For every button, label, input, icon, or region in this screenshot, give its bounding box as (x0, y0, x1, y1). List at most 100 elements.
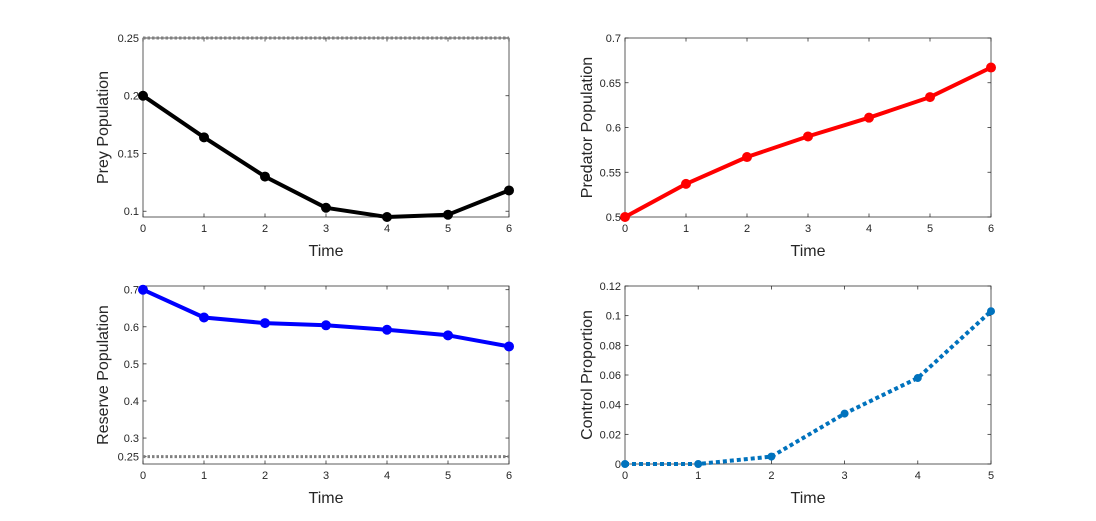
x-tick-label: 4 (866, 223, 872, 235)
data-point-predator (864, 112, 874, 123)
y-tick-label: 0.12 (600, 281, 621, 293)
x-tick-label: 6 (506, 470, 512, 482)
data-point-control (913, 373, 922, 382)
data-point-reserve (504, 341, 514, 352)
x-tick-label: 0 (622, 223, 628, 235)
x-tick-label: 0 (140, 223, 146, 235)
y-tick-label: 0.02 (600, 429, 621, 441)
x-tick-label: 4 (384, 470, 390, 482)
x-axis-label: Time (309, 490, 344, 507)
data-point-prey (260, 171, 270, 182)
x-tick-label: 0 (140, 470, 146, 482)
data-point-predator (925, 92, 935, 103)
x-tick-label: 1 (201, 470, 207, 482)
series-line-control (625, 309, 993, 466)
y-tick-label: 0.65 (600, 78, 621, 90)
data-point-reserve (260, 318, 270, 329)
tick-labels: 0 1 2 3 4 5 6 0.25 0.3 0.4 0.5 0.6 0.7 (118, 285, 512, 482)
x-tick-label: 2 (262, 223, 268, 235)
subplot-predator-population: 0 1 2 3 4 5 6 0.5 0.55 0.6 0.65 0.7 Time Predator P… (579, 33, 996, 260)
data-point-reserve (443, 330, 453, 341)
data-point-predator (620, 212, 630, 222)
x-tick-label: 5 (988, 470, 994, 482)
x-tick-label: 0 (622, 470, 628, 482)
data-point-control (840, 409, 849, 418)
data-point-reserve (138, 284, 148, 295)
data-point-prey (199, 132, 209, 143)
y-tick-label: 0.3 (124, 433, 139, 445)
y-tick-label: 0.06 (600, 370, 621, 382)
x-axis-label: Time (791, 243, 826, 260)
data-point-predator (803, 131, 813, 142)
y-axis-label: Predator Population (579, 57, 596, 198)
y-tick-label: 0.04 (600, 400, 621, 412)
x-tick-label: 2 (744, 223, 750, 235)
tick-labels: 0 1 2 3 4 5 0 0.02 0.04 0.06 0.08 0.1 0.12 (600, 281, 994, 482)
data-point-control (694, 460, 703, 468)
data-point-predator (681, 178, 691, 189)
x-tick-label: 5 (445, 223, 451, 235)
y-tick-label: 0.2 (124, 91, 139, 103)
y-tick-label: 0.6 (606, 123, 621, 135)
data-point-reserve (321, 320, 331, 331)
x-tick-label: 1 (695, 470, 701, 482)
x-tick-label: 5 (445, 470, 451, 482)
data-point-reserve (382, 324, 392, 335)
series-layer (620, 62, 996, 222)
y-axis-label: Reserve Population (95, 305, 112, 445)
x-tick-label: 1 (683, 223, 689, 235)
data-point-control (767, 452, 776, 461)
y-tick-label: 0 (615, 459, 621, 471)
x-axis-label: Time (791, 490, 826, 507)
data-point-control (621, 460, 629, 468)
data-point-control (987, 307, 995, 316)
y-tick-label: 0.5 (606, 212, 621, 224)
x-tick-label: 5 (927, 223, 933, 235)
y-tick-label: 0.7 (124, 285, 139, 297)
x-axis-label: Time (309, 243, 344, 260)
data-point-predator (986, 62, 996, 73)
y-tick-label: 0.5 (124, 359, 139, 371)
y-tick-label: 0.55 (600, 167, 621, 179)
data-point-prey (138, 90, 148, 101)
x-tick-label: 3 (805, 223, 811, 235)
tick-marks (142, 286, 510, 464)
x-tick-label: 4 (915, 470, 921, 482)
series-layer (621, 307, 995, 468)
x-tick-label: 6 (988, 223, 994, 235)
y-tick-label: 0.1 (124, 206, 139, 218)
series-layer (138, 284, 514, 352)
y-tick-label: 0.1 (606, 311, 621, 323)
data-point-prey (382, 212, 392, 222)
x-tick-label: 1 (201, 223, 207, 235)
subplot-control-proportion: 0 1 2 3 4 5 0 0.02 0.04 0.06 0.08 0.1 0.12 Time Cont… (579, 281, 995, 507)
data-point-predator (742, 152, 752, 163)
subplot-prey-population: 0 1 2 3 4 5 6 0.1 0.15 0.2 0.25 Time Prey Populati… (95, 33, 514, 260)
data-point-prey (443, 209, 453, 220)
y-axis-label: Control Proportion (579, 310, 596, 440)
subplot-reserve-population: 0 1 2 3 4 5 6 0.25 0.3 0.4 0.5 0.6 0.7 Time Reserve … (95, 284, 514, 507)
data-point-reserve (199, 312, 209, 323)
x-tick-label: 4 (384, 223, 390, 235)
y-tick-label: 0.7 (606, 33, 621, 45)
y-tick-label: 0.15 (118, 148, 139, 160)
x-tick-label: 3 (842, 470, 848, 482)
y-tick-label: 0.25 (118, 33, 139, 45)
x-tick-label: 2 (768, 470, 774, 482)
data-point-prey (321, 202, 331, 213)
x-tick-label: 3 (323, 223, 329, 235)
y-tick-label: 0.4 (124, 396, 139, 408)
y-tick-label: 0.25 (118, 452, 139, 464)
tick-labels: 0 1 2 3 4 5 6 0.1 0.15 0.2 0.25 (118, 33, 512, 235)
x-tick-label: 2 (262, 470, 268, 482)
y-tick-label: 0.08 (600, 340, 621, 352)
x-tick-label: 6 (506, 223, 512, 235)
x-tick-label: 3 (323, 470, 329, 482)
y-axis-label: Prey Population (95, 71, 112, 184)
tick-labels: 0 1 2 3 4 5 6 0.5 0.55 0.6 0.65 0.7 (600, 33, 994, 235)
series-layer (138, 90, 514, 222)
data-point-prey (504, 185, 514, 196)
y-tick-label: 0.6 (124, 322, 139, 334)
